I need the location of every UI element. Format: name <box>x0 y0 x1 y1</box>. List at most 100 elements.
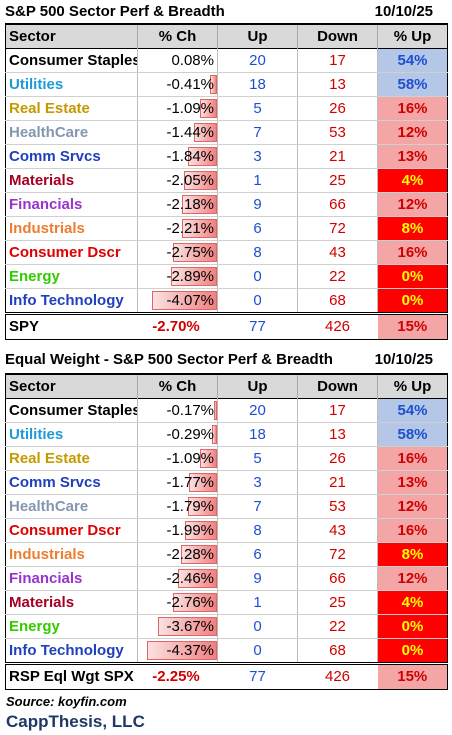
pct-up-value: 16% <box>377 446 448 471</box>
table-row: Financials -2.18% 9 66 12% <box>5 192 448 217</box>
down-count: 13 <box>297 422 378 447</box>
pct-change-bar <box>189 473 217 492</box>
pct-change-cell: -1.09% <box>137 446 218 471</box>
pct-up-value: 58% <box>377 422 448 447</box>
table1-title: S&P 500 Sector Perf & Breadth <box>5 2 225 20</box>
down-count: 43 <box>297 518 378 543</box>
table-row: Consumer Staples -0.17% 20 17 54% <box>5 398 448 423</box>
table-row: Industrials -2.28% 6 72 8% <box>5 542 448 567</box>
sector-name: Comm Srvcs <box>5 144 138 169</box>
down-count: 72 <box>297 216 378 241</box>
sector-name: Energy <box>5 614 138 639</box>
sector-name: Consumer Dscr <box>5 518 138 543</box>
pct-change-value: -2.21% <box>166 220 214 237</box>
pct-up-value: 4% <box>377 168 448 193</box>
down-count: 66 <box>297 192 378 217</box>
pct-change-value: -0.41% <box>166 76 214 93</box>
pct-change-bar <box>194 123 217 142</box>
source-note: Source: koyfin.com <box>6 694 127 709</box>
total-pct-change: -2.25% <box>152 668 200 685</box>
pct-change-bar <box>171 267 217 286</box>
pct-change-value: -0.17% <box>166 402 214 419</box>
pct-change-bar <box>210 75 217 94</box>
table-row: Materials -2.05% 1 25 4% <box>5 168 448 193</box>
pct-change-bar <box>214 401 217 420</box>
pct-up-value: 16% <box>377 96 448 121</box>
up-count: 9 <box>217 192 298 217</box>
pct-change-cell: -1.84% <box>137 144 218 169</box>
pct-change-value: -0.29% <box>166 426 214 443</box>
sector-name: Materials <box>5 590 138 615</box>
table2-title-row: Equal Weight - S&P 500 Sector Perf & Bre… <box>5 348 447 370</box>
pct-change-cell: -0.29% <box>137 422 218 447</box>
total-up-count: 77 <box>249 668 266 685</box>
pct-change-cell: -2.05% <box>137 168 218 193</box>
table2-title: Equal Weight - S&P 500 Sector Perf & Bre… <box>5 350 333 368</box>
pct-change-bar <box>200 99 217 118</box>
pct-change-value: -2.89% <box>166 268 214 285</box>
total-pct-up: 15% <box>377 313 448 340</box>
header-up: Up <box>217 374 298 399</box>
total-down-count: 426 <box>324 668 351 685</box>
total-pct-up: 15% <box>377 663 448 690</box>
up-count: 8 <box>217 240 298 265</box>
table-row: Consumer Dscr -1.99% 8 43 16% <box>5 518 448 543</box>
down-count: 22 <box>297 264 378 289</box>
table-row: Utilities -0.29% 18 13 58% <box>5 422 448 447</box>
header-pct-up: % Up <box>393 378 432 395</box>
sector-name: Info Technology <box>5 288 138 314</box>
pct-up-value: 12% <box>377 494 448 519</box>
table-header-row: Sector % Ch Up Down % Up <box>5 374 448 399</box>
sector-name: Energy <box>5 264 138 289</box>
pct-up-value: 13% <box>377 470 448 495</box>
pct-change-value: -1.84% <box>166 148 214 165</box>
table-header-row: Sector % Ch Up Down % Up <box>5 24 448 49</box>
up-count: 6 <box>217 216 298 241</box>
pct-change-cell: -2.18% <box>137 192 218 217</box>
up-count: 1 <box>217 168 298 193</box>
up-count: 18 <box>217 422 298 447</box>
pct-change-cell: -0.41% <box>137 72 218 97</box>
down-count: 53 <box>297 120 378 145</box>
table1-title-row: S&P 500 Sector Perf & Breadth 10/10/25 <box>5 0 447 22</box>
pct-change-value: -2.28% <box>166 546 214 563</box>
sp500-sector-table: Sector % Ch Up Down % Up Consumer Staple… <box>5 23 448 340</box>
pct-change-value: -2.05% <box>166 172 214 189</box>
up-count: 0 <box>217 638 298 664</box>
down-count: 22 <box>297 614 378 639</box>
pct-change-cell: -2.89% <box>137 264 218 289</box>
pct-change-cell: -2.46% <box>137 566 218 591</box>
total-down-count: 426 <box>324 318 351 335</box>
pct-change-bar <box>147 641 217 660</box>
pct-change-cell: -1.79% <box>137 494 218 519</box>
sector-name: Consumer Dscr <box>5 240 138 265</box>
total-row: SPY -2.70% 77 426 15% <box>5 313 448 340</box>
table1-date: 10/10/25 <box>374 2 433 20</box>
pct-change-value: -1.99% <box>166 522 214 539</box>
pct-change-value: -3.67% <box>166 618 214 635</box>
down-count: 68 <box>297 288 378 314</box>
table-row: Real Estate -1.09% 5 26 16% <box>5 96 448 121</box>
down-count: 13 <box>297 72 378 97</box>
down-count: 17 <box>297 398 378 423</box>
down-count: 66 <box>297 566 378 591</box>
up-count: 9 <box>217 566 298 591</box>
total-row: RSP Eql Wgt SPX -2.25% 77 426 15% <box>5 663 448 690</box>
pct-change-value: -2.46% <box>166 570 214 587</box>
pct-change-cell: -2.28% <box>137 542 218 567</box>
pct-change-cell: -2.76% <box>137 590 218 615</box>
sector-name: Materials <box>5 168 138 193</box>
pct-up-value: 54% <box>377 48 448 73</box>
down-count: 72 <box>297 542 378 567</box>
header-pct-change: % Ch <box>137 374 218 399</box>
down-count: 21 <box>297 470 378 495</box>
header-down: Down <box>297 374 378 399</box>
up-count: 6 <box>217 542 298 567</box>
down-count: 25 <box>297 168 378 193</box>
sector-name: Industrials <box>5 216 138 241</box>
pct-up-value: 0% <box>377 264 448 289</box>
header-sector: Sector <box>5 24 138 49</box>
pct-change-bar <box>173 593 217 612</box>
pct-change-bar <box>158 617 217 636</box>
up-count: 18 <box>217 72 298 97</box>
